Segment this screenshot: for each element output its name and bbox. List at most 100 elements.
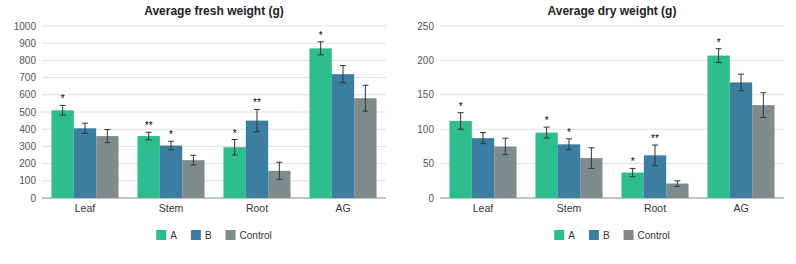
error-bar-stem [546, 127, 547, 138]
x-tick-label: AG [335, 202, 350, 214]
bar [707, 56, 729, 198]
error-bar-cap [480, 132, 486, 133]
error-bar [276, 162, 282, 179]
bar [535, 133, 557, 198]
x-tick-label: Stem [159, 202, 184, 214]
legend-label: B [205, 230, 212, 241]
error-bar-cap [362, 85, 368, 86]
x-tick-label: Leaf [75, 202, 96, 214]
error-bar [652, 145, 658, 166]
legend-swatch [624, 230, 634, 240]
panel: Average fresh weight (g)0100200300400500… [14, 4, 386, 241]
error-bar-cap [276, 162, 282, 163]
bar [51, 110, 73, 198]
error-bar [738, 74, 744, 91]
error-bar-stem [365, 85, 366, 111]
error-bar-stem [279, 162, 280, 179]
legend-swatch [156, 230, 166, 240]
error-bar [254, 109, 260, 131]
error-bar-stem [741, 74, 742, 91]
error-bar-cap [738, 90, 744, 91]
y-tick-label: 200 [417, 55, 434, 66]
annotation: * [61, 93, 65, 104]
error-bar [566, 139, 572, 150]
error-bar-cap [362, 111, 368, 112]
bar [137, 136, 159, 198]
y-tick-label: 0 [30, 193, 36, 204]
error-bar-cap [190, 164, 196, 165]
error-bar-cap [60, 115, 66, 116]
legend-swatch [226, 230, 236, 240]
bar [449, 121, 471, 198]
error-bar-cap [146, 139, 152, 140]
x-tick-label: AG [733, 202, 748, 214]
error-bar [588, 148, 594, 169]
error-bar-stem [763, 93, 764, 118]
error-bar [630, 168, 636, 176]
error-bar-stem [343, 66, 344, 83]
error-bar [502, 138, 508, 155]
legend-label: A [170, 230, 177, 241]
error-bar [458, 113, 464, 130]
bar [160, 146, 182, 198]
error-bar-cap [760, 117, 766, 118]
error-bar-cap [82, 123, 88, 124]
annotation: * [545, 115, 549, 126]
bar [223, 147, 245, 198]
error-bar-cap [630, 168, 636, 169]
error-bar [232, 140, 238, 155]
grid-line [440, 26, 784, 27]
y-tick-label: 250 [417, 21, 434, 32]
error-bar-cap [630, 176, 636, 177]
error-bar-cap [254, 109, 260, 110]
bars [51, 42, 376, 198]
error-bar-stem [718, 49, 719, 63]
error-bar-cap [716, 48, 722, 49]
grid-line [440, 60, 784, 61]
error-bar-stem [320, 42, 321, 55]
error-bar-cap [566, 149, 572, 150]
bar [621, 173, 643, 198]
error-bar [146, 132, 152, 140]
bar [182, 160, 204, 198]
bars [449, 49, 774, 198]
error-bar-stem [655, 145, 656, 166]
bar [752, 105, 774, 198]
error-bar-stem [148, 132, 149, 140]
error-bar [82, 123, 88, 133]
error-bar-cap [716, 62, 722, 63]
figure: Average fresh weight (g)0100200300400500… [0, 0, 796, 264]
y-tick-label: 500 [19, 107, 36, 118]
annotation: * [459, 101, 463, 112]
chart-title: Average fresh weight (g) [144, 4, 284, 18]
error-bar-stem [483, 133, 484, 144]
y-tick-label: 700 [19, 72, 36, 83]
chart-title: Average dry weight (g) [548, 4, 677, 18]
y-tick-label: 300 [19, 141, 36, 152]
x-tick-label: Root [644, 202, 666, 214]
error-bar-cap [340, 65, 346, 66]
error-bar-cap [738, 74, 744, 75]
y-tick-label: 200 [19, 158, 36, 169]
bar [96, 136, 118, 198]
error-bar-stem [107, 130, 108, 143]
y-tick-label: 50 [423, 158, 435, 169]
error-bar-cap [674, 186, 680, 187]
bar [558, 144, 580, 198]
error-bar-cap [544, 138, 550, 139]
legend-swatch [554, 230, 564, 240]
error-bar-stem [569, 139, 570, 150]
error-bar-stem [193, 155, 194, 165]
grid-line [42, 60, 386, 61]
legend: A B Control [156, 230, 272, 241]
annotations: ******** [61, 30, 323, 140]
error-bar [340, 66, 346, 83]
x-tick-label: Stem [557, 202, 582, 214]
y-tick-label: 1000 [14, 21, 37, 32]
legend-label: A [568, 230, 575, 241]
error-bar-stem [505, 138, 506, 155]
legend-label: B [603, 230, 610, 241]
error-bar-cap [544, 127, 550, 128]
y-tick-label: 150 [417, 89, 434, 100]
legend-label: Control [240, 230, 272, 241]
